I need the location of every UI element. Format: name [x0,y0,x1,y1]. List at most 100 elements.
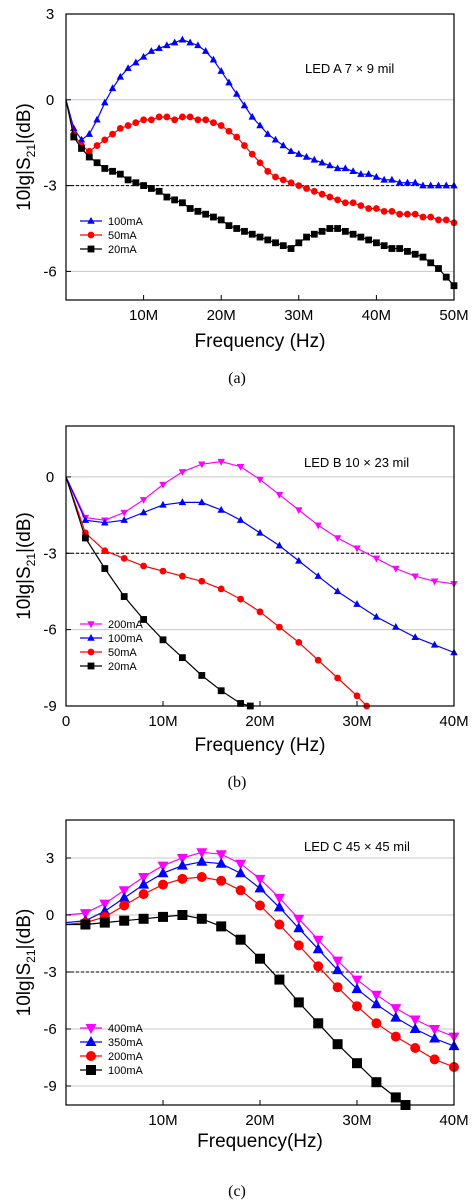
data-point [217,505,225,513]
data-point [303,233,310,241]
legend-label: 100mA [108,633,144,645]
legend-label: 100mA [108,216,144,228]
x-axis-title: Frequency (Hz) [195,331,326,352]
data-point [157,861,169,872]
x-tick-label: 30M [342,713,371,730]
data-point [235,867,247,878]
data-point [225,222,233,230]
data-point [388,245,396,252]
x-tick-label: 20M [245,713,274,730]
data-point [370,998,382,1009]
data-point [159,481,167,489]
data-point [279,242,287,250]
data-point [217,687,225,695]
data-point [101,518,109,526]
data-point [237,700,244,707]
data-point [426,181,435,189]
data-point [430,578,439,586]
legend-label: 200mA [108,619,144,631]
data-point [341,227,349,235]
data-point [155,44,163,52]
y-tick-label: 3 [46,6,54,23]
y-tick-label: -9 [43,1078,56,1095]
data-point [364,170,373,177]
data-point [429,1032,441,1043]
data-point [176,859,188,870]
y-tick-label: -9 [43,698,56,715]
data-point [295,182,303,190]
data-point [140,616,147,623]
data-point [163,113,171,121]
x-tick-label: 20M [245,1112,274,1129]
data-point [140,182,147,189]
legend-marker [87,231,95,239]
data-point [390,1031,401,1042]
data-point [410,1043,421,1053]
data-point [332,1039,343,1050]
chart-panel-c: 10M 20M 30M 40M 3 0 -3 -6 -9 Frequency(Hz) 10lg|S2… [14,819,469,1200]
y-tick-label: -6 [43,622,56,639]
data-point [116,124,124,132]
data-point [254,882,266,893]
data-point [365,205,373,212]
data-point [371,1077,382,1088]
data-point [352,1058,362,1069]
data-point [264,236,272,244]
legend-marker [86,1065,96,1075]
data-point [159,567,167,575]
data-point [380,207,388,215]
data-point [179,113,186,121]
data-point [332,982,343,993]
x-axis-title: Frequency (Hz) [195,735,326,756]
plot-frame [65,13,455,301]
data-point [442,181,450,189]
legend-marker [87,245,95,253]
data-point [119,915,130,926]
data-point [176,854,188,864]
data-point [158,911,168,922]
legend-label: 200mA [108,1051,144,1063]
data-point [353,545,361,553]
y-tick-label: 0 [46,92,54,109]
x-tick-label: 20M [207,307,236,324]
data-point [442,216,450,224]
data-point [312,943,324,954]
x-tick-label: 30M [284,307,313,324]
data-point [248,112,256,120]
data-point [333,164,342,172]
data-point [140,562,148,570]
data-point [352,1001,362,1012]
chart-title: LED B 10 × 23 mil [304,455,409,470]
data-point [233,225,241,232]
data-point [147,47,156,54]
data-point [334,225,341,232]
data-point [434,181,443,189]
panel-caption: (c) [228,1183,246,1200]
data-point [310,230,318,238]
data-point [225,127,233,135]
data-point [256,608,264,616]
data-point [235,885,246,896]
data-point [256,233,264,241]
data-point [411,250,419,258]
data-point [302,152,311,160]
x-axis-title: Frequency(Hz) [197,1131,323,1152]
data-point [139,508,148,516]
data-point [78,145,85,152]
data-point [392,565,400,573]
data-point [435,265,442,272]
data-point [109,130,116,138]
data-point [235,934,246,945]
data-point [318,190,326,198]
data-point [85,147,93,155]
data-point [194,207,202,215]
data-point [353,600,361,607]
data-point [116,72,125,80]
data-point [351,983,363,994]
data-point [120,509,128,517]
data-point [163,41,171,49]
data-point [215,850,227,861]
data-point [295,638,303,646]
data-point [255,953,265,964]
